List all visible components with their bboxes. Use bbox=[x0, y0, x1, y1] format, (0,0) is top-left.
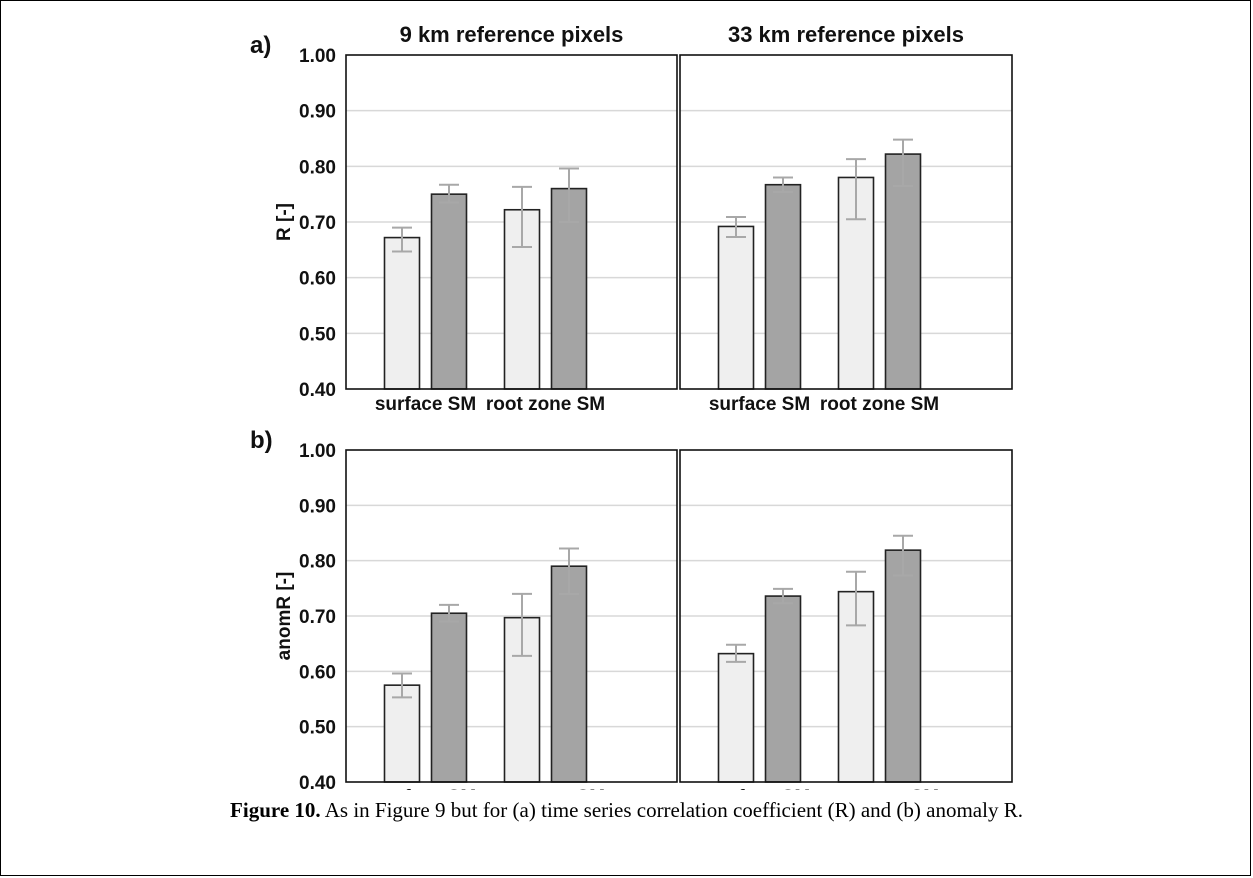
error-bar bbox=[392, 226, 412, 253]
bar-light-1 bbox=[717, 225, 755, 390]
bar-dark-1 bbox=[764, 595, 802, 783]
y-tick-label: 0.40 bbox=[299, 380, 336, 401]
error-bar bbox=[439, 603, 459, 623]
panel-title: 33 km reference pixels bbox=[728, 22, 964, 47]
y-tick-label: 1.00 bbox=[299, 46, 336, 67]
error-bar bbox=[512, 185, 532, 249]
bar-dark-1 bbox=[764, 183, 802, 390]
error-bar bbox=[893, 534, 913, 577]
bar-dark-1 bbox=[430, 612, 468, 783]
error-bar bbox=[439, 183, 459, 204]
bar-light-1 bbox=[383, 236, 421, 390]
error-bar bbox=[512, 592, 532, 657]
error-bar bbox=[773, 176, 793, 193]
category-label: root zone SM bbox=[486, 394, 605, 415]
y-tick-label: 0.50 bbox=[299, 718, 336, 739]
category-label: surface SM bbox=[375, 787, 476, 790]
error-bar bbox=[893, 138, 913, 187]
bar-dark-2 bbox=[550, 565, 588, 783]
y-tick-label: 0.60 bbox=[299, 269, 336, 290]
error-bar bbox=[726, 643, 746, 663]
y-tick-label: 0.70 bbox=[299, 213, 336, 234]
y-tick-label: 0.40 bbox=[299, 773, 336, 790]
y-tick-label: 0.60 bbox=[299, 662, 336, 683]
bar-dark-2 bbox=[884, 153, 922, 390]
chart-panel-1: surface SM root zone SM 0.40 0.50 0.60 0.70 0.… bbox=[250, 22, 678, 415]
figure-chart: surface SM root zone SM 0.40 0.50 0.60 0.70 0.… bbox=[250, 22, 1013, 790]
category-label: surface SM bbox=[709, 394, 810, 415]
category-label: surface SM bbox=[709, 787, 810, 790]
y-tick-label: 0.50 bbox=[299, 324, 336, 345]
error-bar bbox=[846, 570, 866, 627]
category-label: root zone SM bbox=[820, 787, 939, 790]
panel-frame bbox=[345, 54, 678, 390]
bar-dark-1 bbox=[430, 193, 468, 390]
y-axis-label: anomR [-] bbox=[274, 572, 295, 661]
panel-label: a) bbox=[250, 32, 271, 59]
y-tick-label: 0.80 bbox=[299, 157, 336, 178]
figure-caption: Figure 10. As in Figure 9 but for (a) ti… bbox=[0, 798, 1253, 823]
bar-light-1 bbox=[383, 684, 421, 783]
y-tick-label: 0.90 bbox=[299, 496, 336, 517]
error-bar bbox=[773, 587, 793, 605]
bar-dark-2 bbox=[884, 549, 922, 783]
error-bar bbox=[559, 167, 579, 223]
panel-label: b) bbox=[250, 427, 273, 454]
caption-label: Figure 10. bbox=[230, 798, 321, 822]
category-label: root zone SM bbox=[820, 394, 939, 415]
category-label: root zone SM bbox=[486, 787, 605, 790]
y-tick-label: 0.80 bbox=[299, 552, 336, 573]
chart-panel-4: surface SM root zone SM bbox=[679, 449, 1013, 790]
error-bar bbox=[392, 672, 412, 699]
y-tick-label: 1.00 bbox=[299, 441, 336, 462]
category-label: surface SM bbox=[375, 394, 476, 415]
y-tick-label: 0.70 bbox=[299, 607, 336, 628]
y-tick-label: 0.90 bbox=[299, 102, 336, 123]
y-axis-label: R [-] bbox=[274, 203, 295, 241]
panel-frame bbox=[679, 449, 1013, 783]
panel-frame bbox=[679, 54, 1013, 390]
bar-light-1 bbox=[717, 652, 755, 783]
chart-panel-3: surface SM root zone SM 0.40 0.50 0.60 0.70 0.… bbox=[250, 427, 678, 790]
chart-panel-2: surface SM root zone SM 33 km reference pi… bbox=[679, 22, 1013, 415]
error-bar bbox=[559, 547, 579, 595]
caption-text: As in Figure 9 but for (a) time series c… bbox=[320, 798, 1023, 822]
panel-title: 9 km reference pixels bbox=[400, 22, 624, 47]
error-bar bbox=[846, 158, 866, 221]
panel-frame bbox=[345, 449, 678, 783]
error-bar bbox=[726, 215, 746, 239]
